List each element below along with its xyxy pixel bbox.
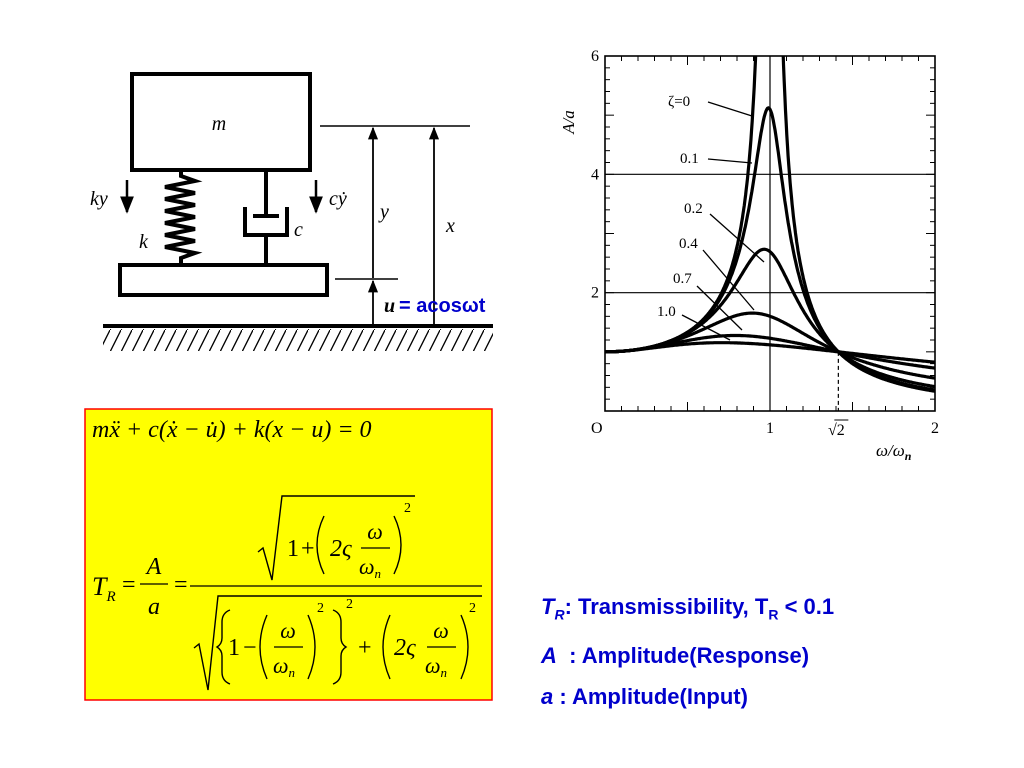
svg-text:=: = — [174, 572, 188, 598]
svg-text:ωn: ωn — [273, 653, 295, 680]
svg-text:=: = — [122, 572, 136, 598]
tr-symbol: T — [92, 572, 108, 601]
symbol-legend: TR: Transmissibility, TR < 0.1 A : Ampli… — [541, 586, 834, 717]
vibration-isolator-diagram: m ky k cẏ c y x u = acosωt — [90, 72, 493, 351]
tr-subscript: R — [105, 589, 115, 605]
equation-of-motion: mẍ + c(ẋ − u̇) + k(x − u) = 0 — [92, 417, 372, 443]
curve-label-0.4: 0.4 — [679, 236, 698, 252]
denominator-n-sub: n — [289, 665, 296, 680]
numerator-exponent: 2 — [404, 501, 411, 516]
curve-zeta-0-left — [605, 56, 758, 354]
curve-leader-ζ=0 — [707, 101, 753, 117]
curve-label-1.0: 1.0 — [657, 304, 676, 320]
formula-background — [84, 408, 493, 701]
svg-text:TR: TR — [92, 572, 116, 605]
denominator-one: 1 — [228, 635, 240, 661]
numerator-radical — [257, 495, 415, 581]
legend-tr-sub2: R — [768, 606, 779, 623]
chart-ticks: 2 4 6 O 1 √2 2 — [591, 48, 939, 439]
svg-text:+: + — [301, 536, 315, 562]
spring — [164, 170, 203, 265]
ratio-denominator: a — [148, 594, 160, 620]
legend-tr-symbol: T — [541, 594, 555, 619]
input-motion-label: = acosωt — [399, 295, 486, 317]
numerator-omega: ω — [367, 519, 383, 544]
denominator-two-zeta: 2ς — [394, 635, 416, 661]
curve-label-0.1: 0.1 — [680, 151, 699, 167]
spring-label: k — [139, 231, 149, 253]
curve-leader-0.4 — [702, 249, 755, 311]
legend-transmissibility: TR: Transmissibility, TR < 0.1 — [541, 586, 834, 635]
chart-grid — [605, 56, 935, 411]
legend-input-amplitude: a : Amplitude(Input) — [541, 676, 834, 717]
legend-response-amplitude: A : Amplitude(Response) — [541, 635, 834, 676]
damper-force-label: cẏ — [329, 188, 347, 210]
denominator-outer-exponent: 2 — [346, 597, 353, 612]
legend-small-a-text: : Amplitude(Input) — [553, 684, 748, 710]
damper-label: c — [294, 219, 303, 241]
legend-tr-text: : Transmissibility, T — [564, 594, 769, 619]
y-tick-label-4: 4 — [591, 166, 599, 183]
damper — [243, 170, 289, 265]
u-label: u — [384, 295, 395, 317]
ground-hatch — [103, 329, 493, 351]
y-tick-label-6: 6 — [591, 48, 599, 65]
curve-leader-0.1 — [707, 158, 753, 164]
x-tick-label-1: 1 — [766, 420, 774, 437]
svg-text:ωn: ωn — [425, 653, 447, 680]
svg-text:ωn: ωn — [359, 554, 381, 581]
numerator-one: 1 — [287, 536, 299, 562]
x-label: x — [445, 215, 455, 237]
curve-label-0.2: 0.2 — [684, 201, 703, 217]
legend-tr-tail: < 0.1 — [778, 594, 835, 619]
x-axis-label: ω/ωn — [876, 441, 912, 463]
svg-text:+: + — [358, 635, 372, 661]
curve-leader-0.7 — [696, 285, 743, 331]
base-plate — [118, 263, 329, 297]
denominator-n-sub-2: n — [441, 665, 448, 680]
formula-box: mẍ + c(ẋ − u̇) + k(x − u) = 0 TR = A a =… — [84, 408, 493, 701]
y-tick-label-2: 2 — [591, 285, 599, 302]
x-tick-label-origin: O — [591, 420, 603, 437]
legend-tr-sub: R — [554, 606, 565, 623]
svg-text:−: − — [243, 635, 257, 661]
mass-block — [130, 72, 312, 172]
mass-label: m — [212, 113, 226, 135]
numerator-n-sub: n — [375, 566, 382, 581]
denominator-omega-n: ω — [273, 653, 289, 678]
curve-leader-1.0 — [681, 314, 731, 341]
y-axis-label: A/a — [559, 110, 578, 135]
chart-curves — [605, 56, 935, 393]
legend-small-a-symbol: a — [541, 684, 554, 710]
curve-label-ζ=0: ζ=0 — [668, 94, 690, 110]
ratio-numerator: A — [145, 554, 162, 580]
denominator-omega-2: ω — [433, 618, 449, 643]
curve-label-0.7: 0.7 — [673, 271, 692, 287]
curve-zeta-1.0 — [605, 341, 935, 364]
denominator-last-exponent: 2 — [469, 601, 476, 616]
curve-leader-0.2 — [709, 213, 765, 263]
x-tick-label-sqrt2: √2 — [828, 422, 845, 439]
transmissibility-chart: 2 4 6 O 1 √2 2 ζ=0 0.1 0.2 0.4 0.7 1.0 A/a ω/ωn — [559, 48, 939, 463]
spring-force-label: ky — [90, 188, 108, 210]
denominator-omega-n-2: ω — [425, 653, 441, 678]
numerator-omega-n: ω — [359, 554, 375, 579]
legend-a-symbol: A — [541, 643, 557, 669]
legend-a-text: : Amplitude(Response) — [556, 643, 810, 669]
denominator-radical — [193, 595, 482, 691]
denominator-omega: ω — [280, 618, 296, 643]
y-label: y — [378, 201, 389, 223]
x-tick-label-2: 2 — [931, 420, 939, 437]
denominator-inner-exponent: 2 — [317, 601, 324, 616]
chart-curve-labels: ζ=0 0.1 0.2 0.4 0.7 1.0 — [657, 94, 765, 341]
numerator-two-zeta: 2ς — [330, 536, 352, 562]
